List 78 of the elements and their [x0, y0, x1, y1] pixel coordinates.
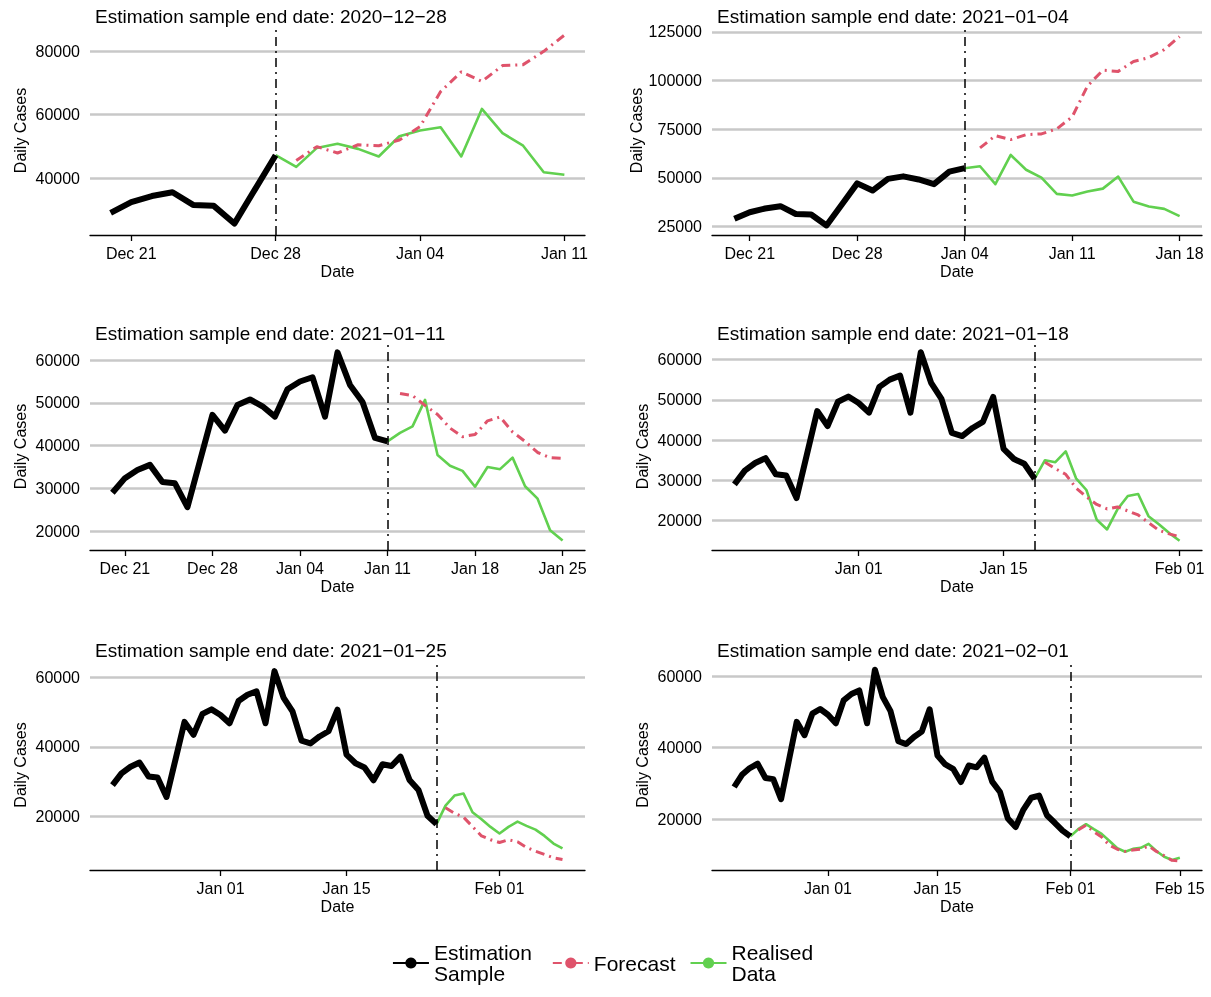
x-tick-label: Dec 21: [105, 244, 157, 262]
y-tick-label: 50000: [657, 169, 703, 187]
x-tick-label: Feb 15: [1154, 879, 1205, 897]
y-axis-title: Daily Cases: [628, 87, 646, 174]
y-axis-title: Daily Cases: [11, 403, 29, 490]
line-series: [386, 398, 564, 542]
y-tick-label: 20000: [657, 810, 703, 828]
y-tick-label: 60000: [657, 351, 703, 369]
line-series: [1033, 450, 1181, 543]
x-axis-title: Date: [940, 262, 974, 280]
x-tick-label: Jan 25: [538, 559, 587, 577]
legend-label: Forecast: [593, 951, 676, 975]
x-tick-label: Feb 01: [1154, 559, 1205, 577]
chart-title: Estimation sample end date: 2021−01−11: [95, 323, 446, 344]
y-tick-label: 60000: [657, 667, 703, 685]
y-tick-label: 125000: [648, 23, 703, 41]
x-tick-label: Feb 01: [474, 879, 525, 897]
chart-title: Estimation sample end date: 2021−01−18: [717, 323, 1069, 344]
x-tick-label: Jan 15: [322, 879, 371, 897]
chart-title: Estimation sample end date: 2020−12−28: [95, 6, 447, 27]
y-tick-label: 80000: [35, 42, 81, 60]
y-tick-label: 60000: [35, 668, 81, 686]
x-tick-label: Jan 18: [451, 559, 500, 577]
chart-title: Estimation sample end date: 2021−02−01: [717, 640, 1069, 661]
y-axis-title: Daily Cases: [11, 722, 29, 808]
line-series: [294, 33, 566, 163]
y-tick-label: 30000: [657, 471, 703, 489]
chart-title: Estimation sample end date: 2021−01−04: [717, 6, 1070, 27]
x-axis-title: Date: [320, 262, 355, 280]
y-tick-label: 60000: [35, 106, 81, 124]
y-tick-label: 75000: [657, 120, 703, 138]
x-tick-label: Jan 18: [1155, 244, 1204, 262]
line-series: [963, 153, 1181, 218]
x-tick-label: Jan 01: [196, 879, 245, 897]
line-series: [274, 107, 566, 177]
y-tick-label: 40000: [657, 739, 703, 757]
y-tick-label: 25000: [657, 218, 703, 236]
x-tick-label: Dec 21: [99, 559, 151, 577]
y-axis-title: Daily Cases: [11, 87, 29, 174]
x-tick-label: Jan 04: [395, 244, 445, 262]
y-tick-label: 40000: [35, 169, 81, 187]
x-tick-label: Dec 28: [831, 244, 883, 262]
x-axis-title: Date: [940, 897, 974, 915]
x-tick-label: Jan 15: [913, 879, 962, 897]
y-tick-label: 100000: [648, 72, 703, 90]
x-tick-label: Jan 04: [940, 244, 989, 262]
x-tick-label: Jan 01: [803, 879, 853, 897]
x-tick-label: Jan 15: [979, 559, 1028, 577]
x-tick-label: Jan 11: [364, 559, 412, 577]
x-axis-title: Date: [320, 897, 355, 915]
y-tick-label: 40000: [35, 437, 81, 455]
x-tick-label: Jan 11: [1048, 244, 1096, 262]
legend-label: Estimation Sample: [433, 941, 538, 985]
y-tick-label: 40000: [657, 431, 703, 449]
chart-title: Estimation sample end date: 2021−01−25: [95, 640, 447, 661]
y-axis-title: Daily Cases: [633, 403, 651, 490]
x-tick-label: Jan 11: [540, 244, 588, 262]
y-tick-label: 30000: [35, 479, 81, 497]
x-tick-label: Dec 21: [724, 244, 776, 262]
legend-label: Realised Data: [731, 941, 820, 985]
x-axis-title: Date: [940, 577, 974, 595]
line-series: [978, 35, 1182, 150]
line-series: [444, 806, 564, 862]
x-tick-label: Jan 04: [275, 559, 325, 577]
y-tick-label: 20000: [657, 512, 703, 530]
y-tick-label: 40000: [35, 738, 81, 756]
y-tick-label: 50000: [35, 394, 81, 412]
y-tick-label: 20000: [35, 522, 81, 540]
y-tick-label: 60000: [35, 351, 81, 369]
y-axis-title: Daily Cases: [633, 722, 651, 808]
line-series: [435, 792, 564, 850]
x-axis-title: Date: [320, 577, 355, 595]
y-tick-label: 50000: [657, 391, 703, 409]
x-tick-label: Dec 28: [250, 244, 302, 262]
x-tick-label: Jan 01: [834, 559, 883, 577]
y-tick-label: 20000: [35, 807, 81, 825]
x-tick-label: Feb 01: [1045, 879, 1096, 897]
x-tick-label: Dec 28: [187, 559, 238, 577]
